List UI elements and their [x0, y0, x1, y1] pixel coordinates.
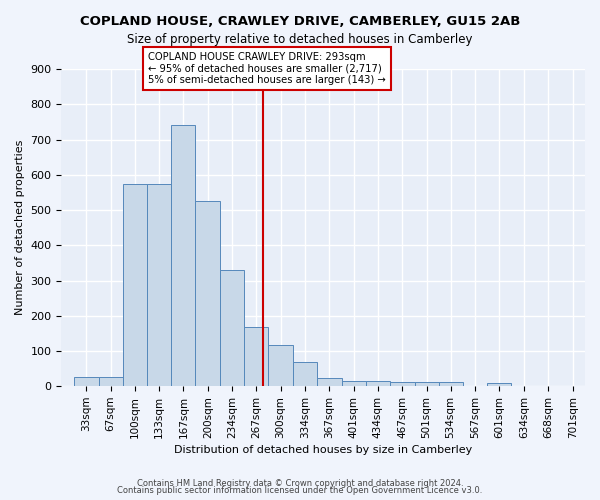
Bar — [196, 201, 220, 386]
Bar — [439, 382, 463, 386]
Bar — [244, 327, 268, 386]
Y-axis label: Number of detached properties: Number of detached properties — [15, 140, 25, 316]
X-axis label: Distribution of detached houses by size in Camberley: Distribution of detached houses by size … — [174, 445, 472, 455]
Bar — [74, 376, 98, 386]
Bar — [293, 362, 317, 386]
Bar — [342, 382, 366, 386]
Text: Size of property relative to detached houses in Camberley: Size of property relative to detached ho… — [127, 32, 473, 46]
Bar — [172, 126, 196, 386]
Bar — [146, 184, 172, 386]
Bar — [415, 382, 439, 386]
Bar — [98, 376, 122, 386]
Text: COPLAND HOUSE, CRAWLEY DRIVE, CAMBERLEY, GU15 2AB: COPLAND HOUSE, CRAWLEY DRIVE, CAMBERLEY,… — [80, 15, 520, 28]
Bar — [366, 382, 390, 386]
Bar — [317, 378, 342, 386]
Text: COPLAND HOUSE CRAWLEY DRIVE: 293sqm
← 95% of detached houses are smaller (2,717): COPLAND HOUSE CRAWLEY DRIVE: 293sqm ← 95… — [148, 52, 386, 85]
Bar — [220, 270, 244, 386]
Bar — [268, 344, 293, 386]
Bar — [122, 184, 146, 386]
Text: Contains public sector information licensed under the Open Government Licence v3: Contains public sector information licen… — [118, 486, 482, 495]
Text: Contains HM Land Registry data © Crown copyright and database right 2024.: Contains HM Land Registry data © Crown c… — [137, 478, 463, 488]
Bar — [487, 382, 511, 386]
Bar — [390, 382, 415, 386]
